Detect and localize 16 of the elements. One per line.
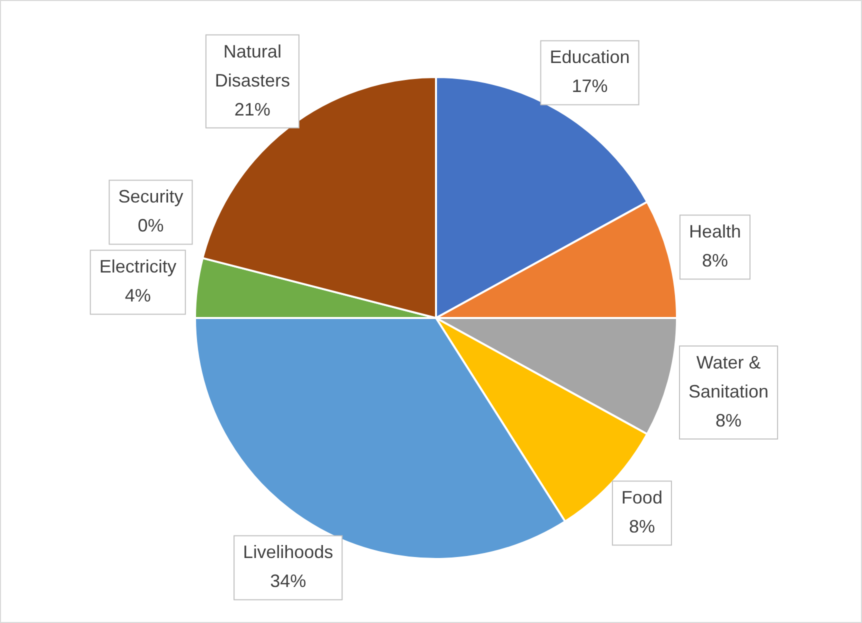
data-label: 34%	[270, 571, 306, 592]
slice-label: Health	[688, 222, 741, 242]
slice-label: Natural Disasters	[214, 41, 290, 90]
data-label: 17%	[572, 76, 608, 96]
slice-label: Electricity	[99, 256, 176, 277]
slice-label: Education	[550, 47, 630, 68]
slice-label: Water & Sanitation	[688, 352, 769, 402]
category-label: Security	[118, 186, 184, 207]
slice-label: Livelihoods	[243, 542, 334, 562]
slice-label: Food	[621, 488, 662, 508]
data-label: 8%	[628, 516, 655, 537]
data-label: 8%	[702, 250, 728, 271]
data-label: 4%	[124, 286, 151, 306]
data-label: 8%	[716, 410, 742, 430]
data-label: 21%	[234, 99, 270, 120]
text: 0%	[138, 216, 164, 236]
